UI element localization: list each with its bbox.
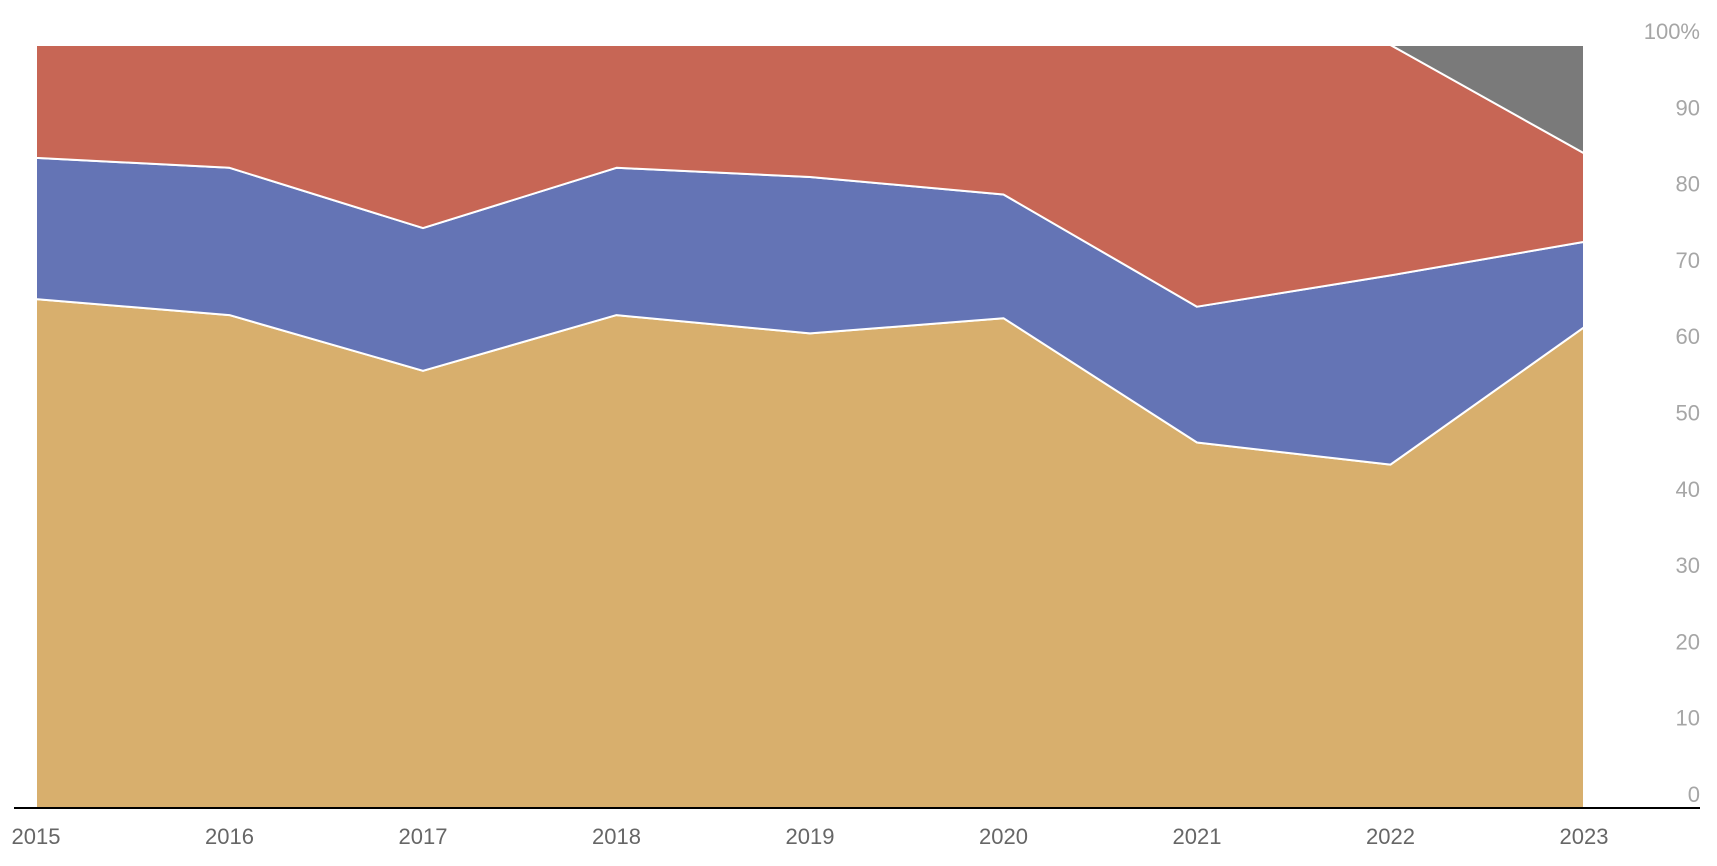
x-tick-label: 2019 <box>786 824 835 849</box>
x-tick-label: 2023 <box>1560 824 1609 849</box>
y-tick-label: 100% <box>1644 19 1700 44</box>
x-tick-label: 2015 <box>12 824 61 849</box>
y-tick-label: 40 <box>1676 477 1700 502</box>
y-tick-label: 0 <box>1688 782 1700 807</box>
x-tick-label: 2018 <box>592 824 641 849</box>
area-series-group <box>35 44 1585 809</box>
y-tick-label: 80 <box>1676 172 1700 197</box>
x-axis-tick-labels: 2015 2016 2017 2018 2019 2020 2021 2022 2023 <box>12 824 1609 849</box>
y-axis-tick-labels: 0 10 20 30 40 50 60 70 80 90 100% <box>1644 19 1700 807</box>
y-tick-label: 60 <box>1676 324 1700 349</box>
x-tick-label: 2021 <box>1173 824 1222 849</box>
y-tick-label: 20 <box>1676 629 1700 654</box>
x-tick-label: 2017 <box>399 824 448 849</box>
y-tick-label: 10 <box>1676 706 1700 731</box>
y-tick-label: 90 <box>1676 95 1700 120</box>
y-tick-label: 30 <box>1676 553 1700 578</box>
x-tick-label: 2022 <box>1366 824 1415 849</box>
x-tick-label: 2020 <box>979 824 1028 849</box>
x-tick-label: 2016 <box>205 824 254 849</box>
y-tick-label: 70 <box>1676 248 1700 273</box>
y-tick-label: 50 <box>1676 401 1700 426</box>
area-series-4 <box>35 44 1585 155</box>
